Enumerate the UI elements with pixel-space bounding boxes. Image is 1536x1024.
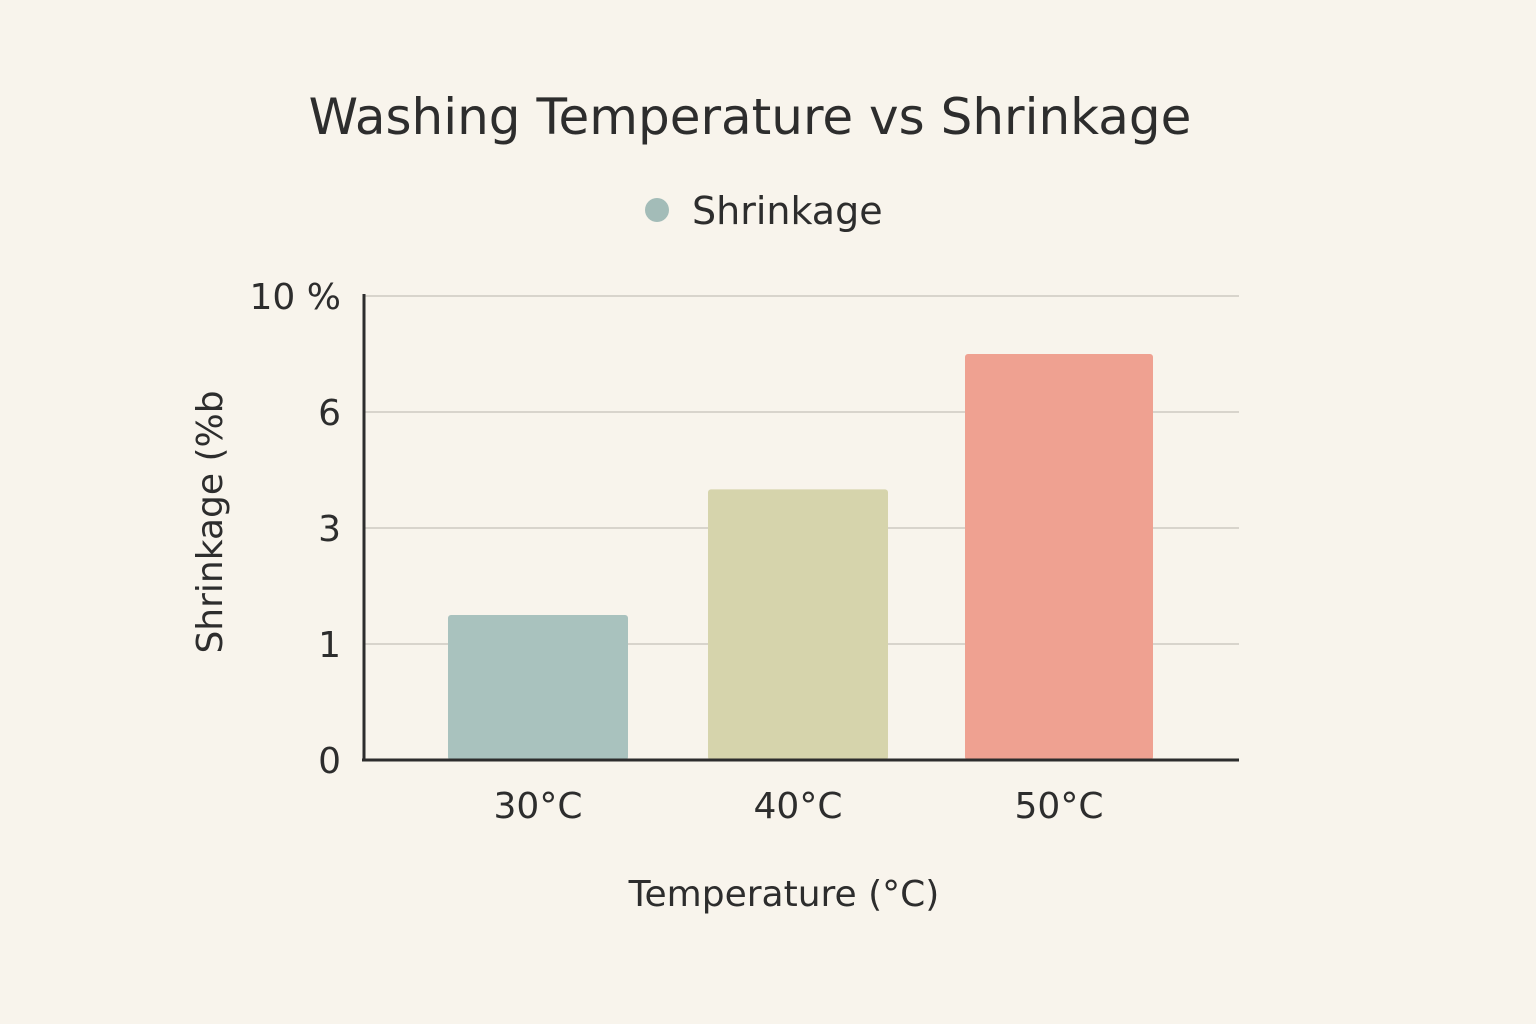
y-tick-label: 0 — [318, 741, 341, 782]
y-axis-title: Shrinkage (%b — [190, 390, 231, 653]
y-tick-label: 1 — [318, 625, 341, 666]
x-tick-label: 40°C — [754, 786, 843, 827]
bar-40°C — [708, 489, 888, 760]
x-axis-title: Temperature (°C) — [628, 874, 940, 915]
y-tick-labels: 0 1 3 6 10 % — [250, 277, 341, 782]
legend-label: Shrinkage — [692, 189, 883, 233]
legend: Shrinkage — [645, 189, 883, 233]
bar-50°C — [965, 354, 1153, 760]
bar-30°C — [448, 615, 628, 760]
y-tick-label: 10 % — [250, 277, 341, 318]
x-tick-label: 50°C — [1015, 786, 1104, 827]
x-tick-labels: 30°C 40°C 50°C — [494, 786, 1104, 827]
bars — [448, 354, 1153, 760]
legend-swatch — [645, 198, 669, 222]
y-tick-label: 3 — [318, 509, 341, 550]
chart-title: Washing Temperature vs Shrinkage — [309, 88, 1192, 146]
y-tick-label: 6 — [318, 393, 341, 434]
x-tick-label: 30°C — [494, 786, 583, 827]
